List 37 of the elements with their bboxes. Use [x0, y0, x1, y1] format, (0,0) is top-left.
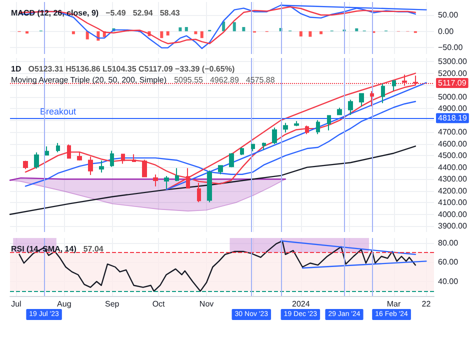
annotation: 58.43 — [160, 8, 180, 18]
x-tick-label: Aug — [57, 300, 72, 308]
annotation: 5095.55 — [174, 76, 204, 84]
y-tick-label: 5200.00 — [438, 68, 468, 78]
y-tick-label: 4000.00 — [438, 210, 468, 219]
x-tick-label: Sep — [105, 300, 120, 308]
y-tick-label: 4500.00 — [438, 151, 468, 160]
y-tick-label: 4200.00 — [438, 186, 468, 196]
text: 1D — [11, 64, 22, 74]
annotation: 57.04 — [83, 244, 104, 254]
y-tick-label: 5300.00 — [438, 57, 468, 66]
x-tick-label: Mar — [386, 300, 401, 308]
x-tick-label: Jul — [11, 300, 22, 308]
annotation: 52.94 — [132, 8, 154, 18]
x-tick-label: Oct — [152, 300, 166, 308]
y-tick-label: 4900.00 — [438, 104, 468, 114]
y-tick-label: 4400.00 — [438, 162, 468, 172]
y-tick-label: −50.00 — [438, 43, 464, 52]
annotation: −5.49 — [106, 8, 126, 18]
ref-line-label: 5117.09 — [438, 78, 467, 88]
y-tick-label: 4100.00 — [438, 198, 468, 208]
y-tick-label: 60.00 — [438, 258, 459, 267]
text: Moving Average Triple (20, 50, 200, Simple) — [11, 76, 167, 84]
x-tick-label: 2024 — [292, 300, 310, 308]
y-tick-label: 5000.00 — [438, 92, 468, 102]
x-tick-label: Nov — [199, 300, 214, 308]
y-tick-label: 40.00 — [438, 277, 459, 286]
annotation: 4962.89 — [210, 76, 240, 84]
y-tick-label: 4700.00 — [438, 128, 468, 137]
y-tick-label: 80.00 — [438, 238, 459, 248]
y-tick-label: 50.00 — [438, 10, 459, 20]
y-tick-label: 4600.00 — [438, 139, 468, 148]
y-tick-label: 3900.00 — [438, 222, 468, 231]
y-tick-label: 4300.00 — [438, 174, 468, 184]
y-tick-label: 0.00 — [438, 26, 454, 36]
x-tick-label: 22 — [422, 300, 432, 308]
ref-line-label: 4818.19 — [438, 114, 468, 123]
